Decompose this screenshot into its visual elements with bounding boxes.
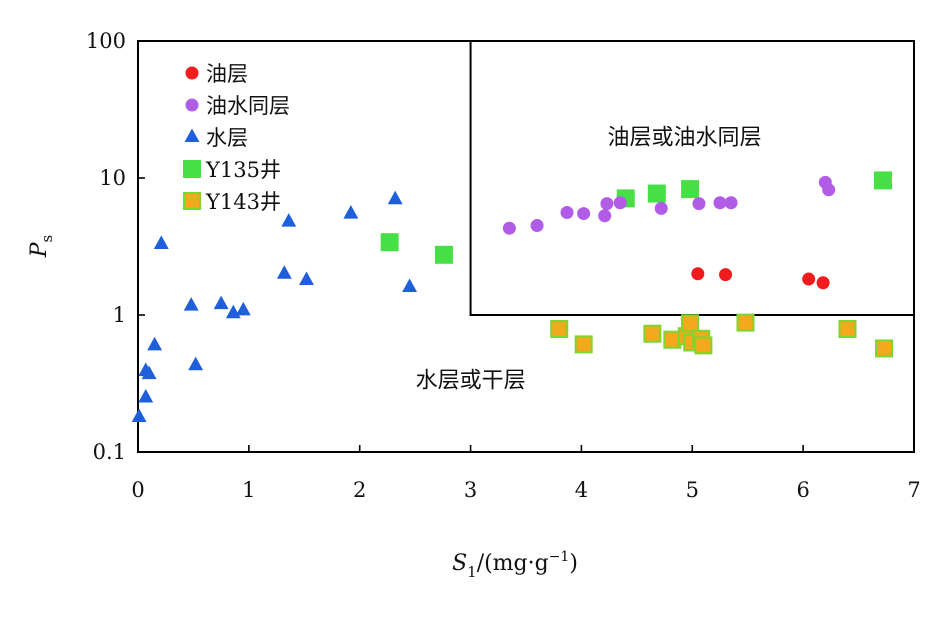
legend-label: 水层 [206, 126, 248, 150]
data-point [654, 201, 668, 215]
x-axis-exponent: −1 [549, 549, 570, 565]
x-axis-symbol: S [452, 551, 467, 576]
axis-ticks: 0 1 2 3 4 5 6 7 0.1 1 10 100 [86, 29, 921, 502]
data-point [138, 388, 154, 403]
y-tick-label: 100 [86, 29, 126, 53]
data-point [188, 356, 204, 371]
data-point [402, 278, 418, 293]
data-point [816, 276, 830, 290]
data-point [502, 221, 516, 235]
data-point [299, 271, 314, 286]
region-label-oil: 油层或油水同层 [608, 126, 762, 151]
data-point [681, 180, 700, 199]
x-tick-label: 0 [131, 478, 144, 502]
x-axis-unit: /(mg·g [477, 551, 549, 576]
x-axis-subscript: 1 [467, 563, 477, 581]
data-point [694, 336, 713, 355]
legend-label: 油层 [206, 62, 248, 86]
data-point [724, 196, 738, 210]
legend-marker [183, 160, 201, 178]
data-point [380, 233, 399, 252]
data-point [598, 209, 612, 223]
data-point [281, 213, 297, 227]
data-point [577, 207, 591, 221]
data-point [692, 197, 706, 211]
data-point [719, 268, 733, 282]
data-point [802, 272, 816, 286]
x-tick-label: 2 [353, 478, 366, 502]
data-point [838, 320, 857, 339]
y-axis-symbol: P [27, 241, 52, 258]
data-point [873, 171, 892, 190]
data-point [387, 190, 403, 205]
data-point [153, 235, 169, 249]
x-tick-label: 7 [907, 478, 920, 502]
data-point [713, 196, 727, 210]
region-label-water: 水层或干层 [416, 369, 526, 394]
data-point [600, 197, 614, 211]
y-tick-label: 1 [113, 303, 126, 327]
data-point [574, 335, 593, 354]
data-point [681, 314, 700, 333]
data-point [613, 196, 627, 210]
y-axis-title: Ps [27, 235, 56, 259]
legend-marker [184, 128, 200, 142]
data-point [131, 408, 147, 423]
y-tick-label: 10 [99, 166, 126, 190]
data-point [643, 324, 662, 343]
data-point [213, 295, 229, 310]
data-point [550, 320, 569, 339]
x-tick-label: 5 [686, 478, 699, 502]
data-point [530, 219, 544, 233]
y-axis-subscript: s [38, 235, 56, 243]
data-point [647, 184, 666, 203]
data-point [183, 297, 199, 311]
x-tick-label: 1 [242, 478, 255, 502]
x-axis-title: S1/(mg·g−1) [452, 549, 578, 581]
data-points [131, 171, 894, 423]
legend-label: Y143井 [205, 190, 281, 214]
x-tick-label: 3 [464, 478, 477, 502]
legend-marker [185, 66, 199, 80]
data-point [822, 183, 836, 197]
data-point [875, 339, 894, 358]
data-point [147, 336, 163, 351]
legend-marker [185, 98, 199, 112]
data-point [343, 205, 359, 219]
data-point [235, 301, 251, 316]
data-point [736, 313, 755, 332]
legend-marker [183, 192, 201, 210]
data-point [276, 265, 292, 279]
y-tick-label: 0.1 [93, 440, 126, 464]
legend-label: 油水同层 [206, 94, 290, 118]
data-point [691, 267, 705, 281]
x-tick-label: 4 [575, 478, 588, 502]
data-point [141, 365, 157, 380]
x-axis-close: ) [569, 551, 578, 576]
svg-text:Ps: Ps [27, 235, 56, 259]
data-point [434, 245, 453, 264]
x-tick-label: 6 [796, 478, 809, 502]
data-point [560, 205, 574, 219]
legend-label: Y135井 [205, 158, 281, 182]
